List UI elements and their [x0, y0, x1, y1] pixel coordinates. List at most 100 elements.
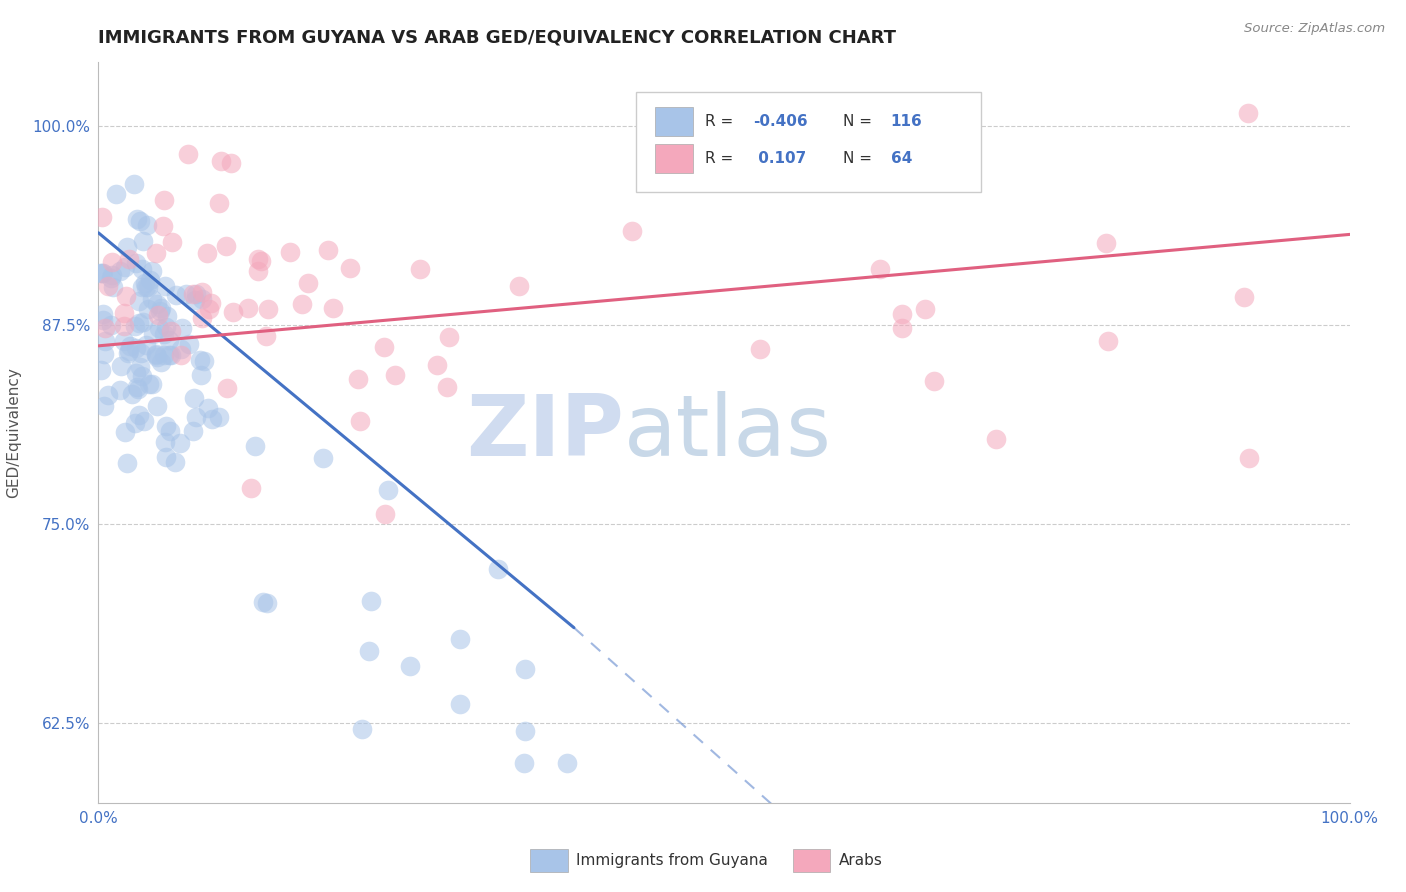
Point: [94, 334, 117, 348]
Point: [170, 320, 193, 334]
Point: [217, 381, 239, 395]
Point: [129, 214, 152, 228]
Text: ZIP: ZIP: [467, 391, 624, 475]
Point: [436, 380, 458, 394]
Point: [312, 450, 335, 465]
Point: [177, 337, 200, 351]
Point: [124, 319, 146, 334]
Point: [118, 252, 141, 266]
Point: [748, 342, 770, 356]
Point: [191, 285, 214, 299]
Point: [150, 301, 173, 315]
Point: [621, 224, 644, 238]
Text: atlas: atlas: [624, 391, 832, 475]
Point: [148, 321, 170, 335]
Point: [184, 409, 207, 424]
Point: [134, 414, 156, 428]
Point: [121, 387, 143, 401]
Point: [118, 339, 141, 353]
Point: [891, 307, 914, 321]
Point: [426, 359, 449, 373]
Point: [186, 287, 208, 301]
Text: 0.107: 0.107: [752, 151, 806, 166]
Point: [104, 186, 127, 201]
Point: [1237, 106, 1260, 120]
Point: [890, 320, 912, 334]
Point: [141, 376, 163, 391]
Point: [153, 435, 176, 450]
Point: [117, 239, 139, 253]
Point: [108, 383, 131, 397]
Point: [93, 347, 115, 361]
Point: [555, 756, 578, 770]
Point: [352, 723, 374, 737]
Bar: [655, 144, 693, 173]
Point: [125, 366, 148, 380]
Point: [170, 348, 193, 362]
Point: [138, 273, 160, 287]
Point: [89, 266, 111, 280]
Point: [91, 313, 114, 327]
Point: [153, 193, 176, 207]
Point: [384, 368, 406, 383]
Point: [437, 330, 460, 344]
Point: [148, 308, 170, 322]
Text: R =: R =: [706, 114, 738, 129]
Point: [197, 302, 219, 317]
Point: [408, 262, 430, 277]
Point: [190, 368, 212, 383]
Point: [157, 334, 180, 348]
Point: [122, 177, 145, 191]
Point: [515, 723, 537, 738]
Point: [508, 278, 530, 293]
Text: N =: N =: [844, 151, 877, 166]
Point: [184, 293, 207, 307]
Point: [377, 483, 399, 498]
Text: 116: 116: [890, 114, 922, 129]
Point: [112, 306, 135, 320]
Point: [94, 321, 117, 335]
Point: [91, 266, 114, 280]
Point: [197, 401, 219, 416]
Point: [97, 388, 120, 402]
Point: [157, 348, 180, 362]
Point: [135, 338, 157, 352]
Text: IMMIGRANTS FROM GUYANA VS ARAB GED/EQUIVALENCY CORRELATION CHART: IMMIGRANTS FROM GUYANA VS ARAB GED/EQUIV…: [98, 29, 897, 47]
Point: [188, 352, 211, 367]
Point: [138, 301, 160, 316]
Point: [170, 342, 193, 356]
Point: [146, 399, 169, 413]
Point: [183, 424, 205, 438]
Point: [191, 311, 214, 326]
Point: [1237, 451, 1260, 466]
Point: [208, 195, 231, 210]
Point: [128, 408, 150, 422]
Point: [125, 341, 148, 355]
Point: [291, 296, 314, 310]
Point: [360, 594, 382, 608]
Point: [183, 391, 205, 405]
Point: [513, 662, 536, 676]
Point: [316, 243, 339, 257]
Point: [160, 235, 183, 249]
Point: [297, 276, 319, 290]
Point: [100, 268, 122, 282]
Point: [117, 346, 139, 360]
Point: [486, 562, 509, 576]
Point: [145, 245, 167, 260]
Point: [125, 211, 148, 226]
Point: [1097, 334, 1119, 349]
Point: [93, 399, 115, 413]
Point: [174, 287, 197, 301]
Point: [278, 245, 301, 260]
Point: [91, 210, 114, 224]
Point: [373, 340, 395, 354]
Point: [243, 439, 266, 453]
Point: [97, 279, 120, 293]
FancyBboxPatch shape: [637, 92, 980, 192]
Text: R =: R =: [706, 151, 738, 166]
Point: [129, 346, 152, 360]
Point: [257, 302, 280, 317]
Point: [984, 432, 1007, 446]
Point: [449, 632, 471, 646]
